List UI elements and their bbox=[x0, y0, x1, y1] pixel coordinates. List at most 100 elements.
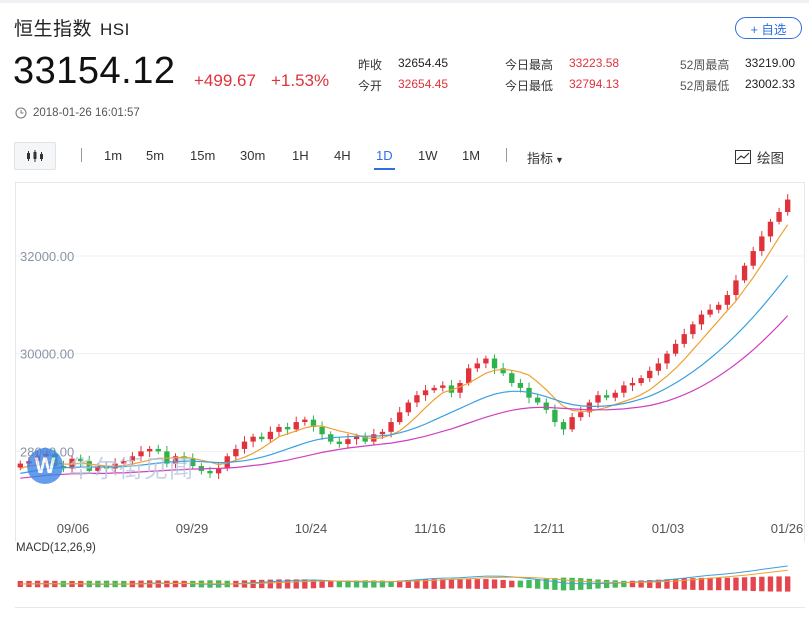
candle bbox=[672, 339, 679, 357]
candle-body bbox=[138, 451, 144, 457]
indicator-label: 指标 bbox=[527, 151, 554, 166]
candle-body bbox=[215, 468, 222, 474]
period-30m[interactable]: 30m bbox=[240, 148, 266, 163]
watermark-logo: W bbox=[27, 448, 63, 484]
candle-body bbox=[500, 368, 506, 374]
period-15m[interactable]: 15m bbox=[190, 148, 216, 163]
candle-body bbox=[172, 456, 179, 464]
macd-bar bbox=[379, 580, 386, 588]
candle-body bbox=[552, 409, 558, 423]
candle-body bbox=[681, 334, 687, 344]
candle bbox=[698, 310, 705, 330]
candle bbox=[293, 416, 299, 433]
macd-bar bbox=[388, 580, 394, 588]
macd-bar bbox=[422, 579, 429, 589]
candle bbox=[336, 437, 343, 448]
candle-body bbox=[776, 211, 782, 222]
macd-bar bbox=[629, 580, 636, 588]
candle-body bbox=[491, 358, 498, 369]
macd-bar bbox=[724, 577, 731, 591]
candle bbox=[17, 460, 23, 471]
macd-bar bbox=[776, 576, 782, 592]
candle-body bbox=[276, 426, 282, 432]
candle-body bbox=[664, 353, 670, 364]
draw-button[interactable]: 绘图 bbox=[735, 147, 784, 167]
macd-bar bbox=[345, 580, 351, 588]
candle bbox=[431, 384, 437, 393]
candle-body bbox=[733, 280, 739, 296]
candle bbox=[629, 377, 636, 392]
indicator-dropdown[interactable]: 指标 ▼ bbox=[527, 148, 564, 167]
candle-body bbox=[603, 395, 610, 398]
macd-bar bbox=[250, 579, 256, 589]
prev-close-value: 32654.45 bbox=[398, 56, 449, 70]
candle-body bbox=[121, 461, 127, 464]
candle bbox=[155, 444, 161, 455]
candle bbox=[474, 358, 480, 372]
toolbar-divider bbox=[506, 148, 507, 162]
macd-bar bbox=[259, 579, 265, 589]
candle-body bbox=[302, 419, 308, 423]
macd-bar bbox=[638, 580, 644, 588]
period-1m[interactable]: 1m bbox=[104, 148, 123, 163]
candle bbox=[595, 391, 601, 409]
candle-body bbox=[86, 461, 92, 471]
add-watchlist-button[interactable]: + 自选 bbox=[735, 17, 802, 39]
candle bbox=[448, 380, 455, 398]
x-axis-label: 11/16 bbox=[414, 521, 446, 536]
period-1h[interactable]: 1H bbox=[292, 148, 309, 163]
candle-body bbox=[724, 295, 731, 305]
ma-fast-line bbox=[20, 224, 789, 470]
top-border bbox=[0, 0, 809, 3]
candle-body bbox=[345, 439, 351, 445]
period-1d[interactable]: 1D bbox=[374, 148, 395, 170]
macd-bar bbox=[457, 579, 463, 589]
candle bbox=[509, 370, 515, 387]
candle bbox=[457, 380, 463, 399]
macd-bar bbox=[552, 578, 558, 590]
week52-high-value: 33219.00 bbox=[745, 56, 796, 70]
day-high-value: 33223.58 bbox=[569, 56, 620, 70]
period-5m[interactable]: 5m bbox=[146, 148, 165, 163]
candle bbox=[362, 432, 368, 445]
candle bbox=[129, 452, 136, 465]
candle-body bbox=[77, 458, 84, 462]
candle bbox=[440, 381, 446, 392]
candle-body bbox=[17, 463, 23, 468]
candle bbox=[310, 415, 317, 432]
candle-body bbox=[379, 431, 386, 435]
macd-bar bbox=[560, 577, 567, 591]
candle bbox=[164, 446, 170, 468]
candle bbox=[690, 321, 696, 339]
week52-low-label: 52周最低 bbox=[680, 79, 730, 93]
period-4h[interactable]: 4H bbox=[334, 148, 351, 163]
chart-type-button[interactable] bbox=[14, 142, 56, 170]
candle-body bbox=[690, 324, 696, 335]
candle bbox=[259, 432, 265, 442]
candle bbox=[405, 399, 411, 416]
macd-bar bbox=[664, 579, 670, 589]
candle-body bbox=[405, 402, 411, 413]
candle-body bbox=[586, 402, 593, 413]
candle-body bbox=[759, 236, 765, 252]
candle-body bbox=[267, 431, 274, 440]
caret-down-icon: ▼ bbox=[555, 155, 564, 165]
macd-bar bbox=[397, 580, 403, 588]
period-1mo[interactable]: 1M bbox=[462, 148, 481, 163]
candle-body bbox=[155, 448, 161, 452]
candle-body bbox=[190, 458, 196, 467]
macd-bar bbox=[328, 580, 334, 588]
macd-bar bbox=[672, 578, 679, 590]
day-low-value: 32794.13 bbox=[569, 77, 620, 91]
period-1w[interactable]: 1W bbox=[418, 148, 438, 163]
candle-body bbox=[233, 448, 239, 457]
candle-body bbox=[707, 309, 713, 315]
index-code: HSI bbox=[100, 20, 130, 39]
week52-high-label: 52周最高 bbox=[680, 58, 730, 72]
candle bbox=[302, 416, 308, 426]
candle bbox=[250, 433, 256, 448]
candle-body bbox=[250, 436, 256, 442]
macd-bar bbox=[741, 577, 748, 591]
ma-slow-line bbox=[20, 315, 789, 479]
